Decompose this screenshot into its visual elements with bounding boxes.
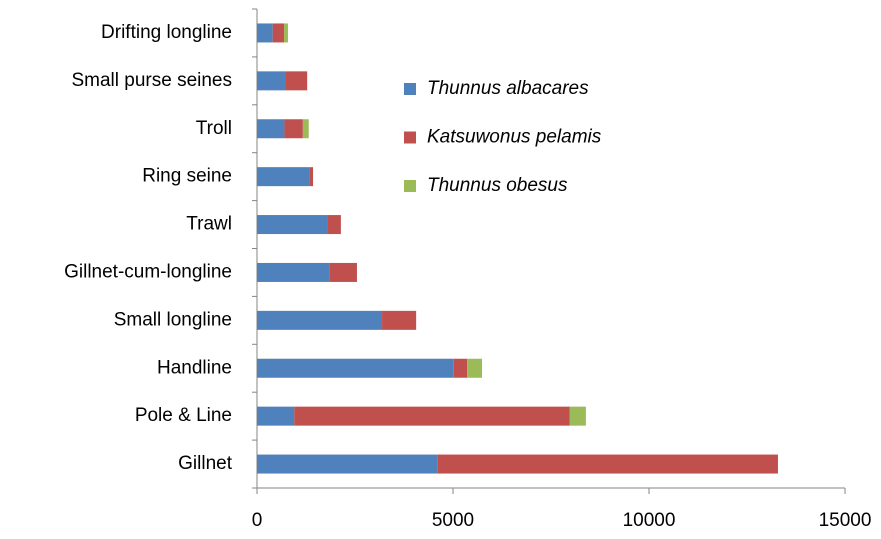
bar-segment [284,23,288,43]
y-tick-label: Ring seine [142,166,232,187]
y-tick-label: Trawl [186,214,232,235]
bar-segment [569,406,586,426]
bar-segment [327,215,341,235]
y-tick-label: Gillnet [178,453,233,474]
y-tick-label: Handline [157,357,232,378]
bar-segment [257,262,330,282]
legend-swatch [404,83,416,95]
legend-label: Thunnus albacares [427,78,589,99]
bar-segment [467,358,483,378]
bar-segment [294,406,570,426]
bar-segment [286,71,308,91]
bar-segment [284,119,303,139]
y-tick-label: Pole & Line [135,405,232,426]
y-tick-label: Gillnet-cum-longline [64,261,232,282]
legend-swatch [404,180,416,192]
x-tick-label: 10000 [623,510,676,531]
bar-segment [257,215,328,235]
legend-swatch [404,131,416,144]
bar-segment [302,119,309,139]
bar-segment [382,310,417,330]
y-tick-label: Drifting longline [101,22,232,43]
bar-segment [309,167,314,187]
y-tick-label: Small longline [114,309,232,330]
y-tick-label: Small purse seines [71,70,232,91]
legend-label: Thunnus obesus [427,175,568,196]
x-tick-label: 5000 [432,510,474,531]
bar-segment [453,358,468,378]
bar-segment [257,167,310,187]
bar-segment [257,406,295,426]
bar-segment [257,358,454,378]
bar-segment [272,23,285,43]
bar-segment [257,71,287,91]
bar-segment [257,23,273,43]
x-tick-label: 15000 [819,510,872,531]
bar-segment [437,454,778,474]
x-tick-label: 0 [252,510,263,531]
bar-segment [257,454,438,474]
bar-segment [257,119,285,139]
y-tick-label: Troll [196,118,232,139]
bar-segment [257,310,383,330]
bar-segment [329,262,357,282]
legend-label: Katsuwonus pelamis [427,127,602,148]
